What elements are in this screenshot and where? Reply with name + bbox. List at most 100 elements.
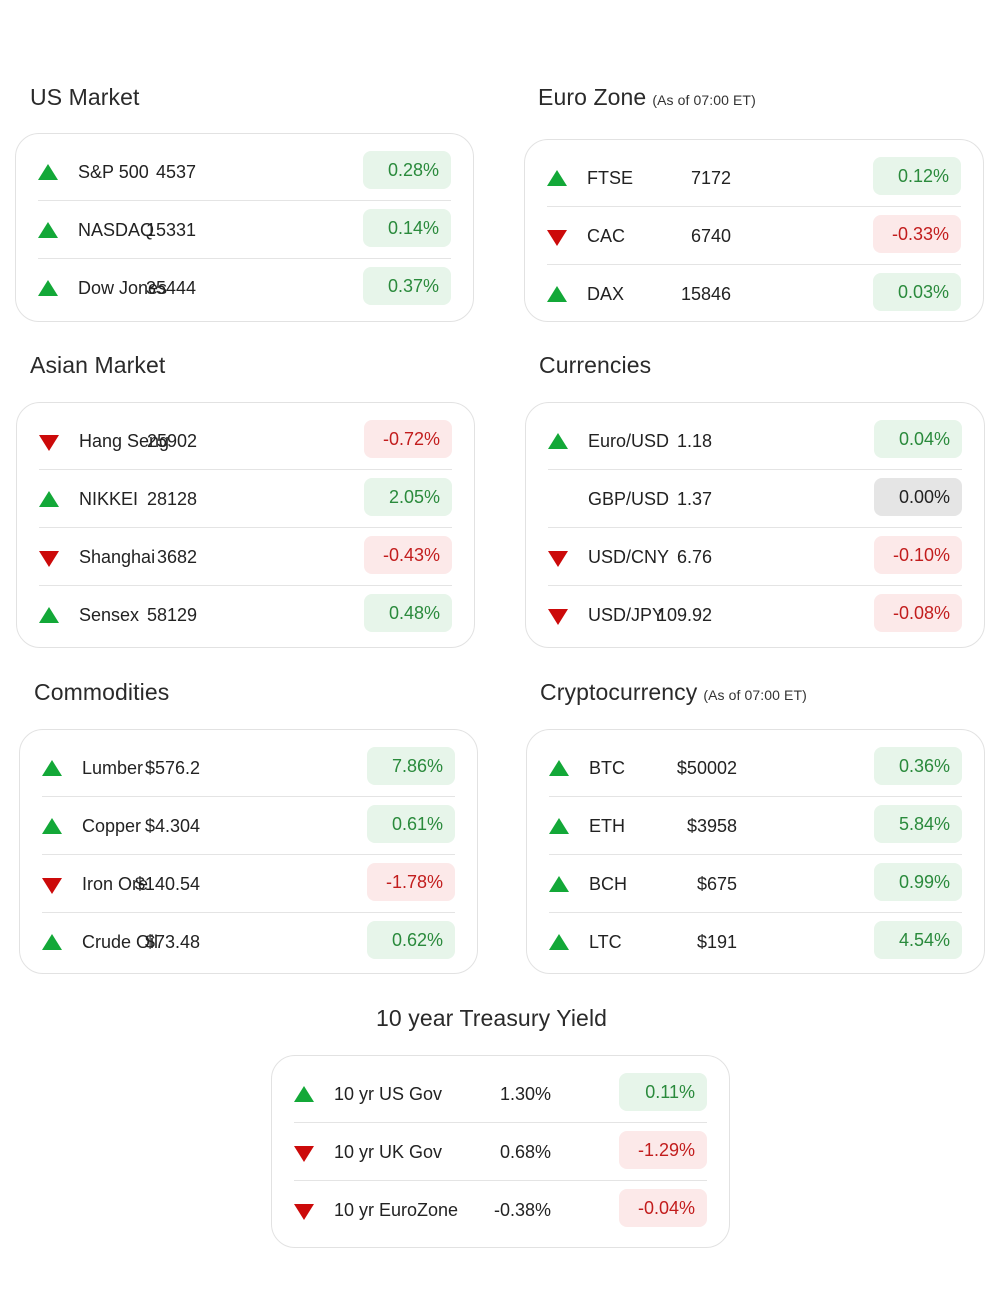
- instrument-value: 25902: [146, 431, 197, 451]
- arrow-up-icon: [38, 164, 58, 180]
- change-badge: 0.14%: [363, 209, 451, 247]
- instrument-name: GBP/USD: [588, 489, 670, 509]
- list-item[interactable]: 10 yr EuroZone -0.38% -0.04%: [294, 1181, 707, 1239]
- instrument-value: 6740: [690, 226, 731, 246]
- list-item[interactable]: Sensex 58129 0.48%: [39, 586, 452, 644]
- list-item[interactable]: FTSE 7172 0.12%: [547, 149, 961, 207]
- change-badge: -0.10%: [874, 536, 962, 574]
- treasury-card: 10 yr US Gov 1.30% 0.11% 10 yr UK Gov 0.68% -…: [271, 1055, 730, 1248]
- instrument-value: 15846: [680, 284, 731, 304]
- change-badge: 7.86%: [367, 747, 455, 785]
- instrument-name: 10 yr US Gov: [334, 1084, 443, 1104]
- arrow-up-icon: [39, 491, 59, 507]
- arrow-up-icon: [549, 760, 569, 776]
- list-item[interactable]: GBP/USD 1.37 0.00%: [548, 470, 962, 528]
- instrument-name: USD/CNY: [588, 547, 670, 567]
- list-item[interactable]: Euro/USD 1.18 0.04%: [548, 412, 962, 470]
- change-badge: -0.33%: [873, 215, 961, 253]
- arrow-down-icon: [548, 551, 568, 567]
- instrument-value: 15331: [145, 220, 196, 240]
- instrument-value: 35444: [145, 278, 196, 298]
- instrument-name: Lumber: [82, 758, 144, 778]
- commodities-card: Lumber $576.2 7.86% Copper $4.304 0.61% Iron O…: [19, 729, 478, 974]
- commodities-title: Commodities: [34, 679, 170, 705]
- list-item[interactable]: CAC 6740 -0.33%: [547, 207, 961, 265]
- euro-zone-note: (As of 07:00 ET): [652, 92, 756, 108]
- arrow-up-icon: [549, 818, 569, 834]
- list-item[interactable]: Hang Seng 25902 -0.72%: [39, 412, 452, 470]
- instrument-value: $191: [696, 932, 737, 952]
- arrow-up-icon: [42, 760, 62, 776]
- instrument-name: Shanghai: [79, 547, 156, 567]
- arrow-down-icon: [547, 230, 567, 246]
- euro-zone-card: FTSE 7172 0.12% CAC 6740 -0.33% DAX 15846 0.03%: [524, 139, 984, 322]
- instrument-name: FTSE: [587, 168, 634, 188]
- us-market-card: S&P 500 4537 0.28% NASDAQ 15331 0.14% Dow Jone…: [15, 133, 474, 322]
- arrow-up-icon: [294, 1086, 314, 1102]
- instrument-name: DAX: [587, 284, 625, 304]
- arrow-down-icon: [42, 878, 62, 894]
- instrument-name: 10 yr UK Gov: [334, 1142, 443, 1162]
- list-item[interactable]: USD/JPY 109.92 -0.08%: [548, 586, 962, 644]
- list-item[interactable]: Crude Oil $73.48 0.62%: [42, 913, 455, 971]
- list-item[interactable]: Copper $4.304 0.61%: [42, 797, 455, 855]
- currencies-title: Currencies: [539, 352, 652, 378]
- arrow-up-icon: [42, 934, 62, 950]
- arrow-up-icon: [548, 433, 568, 449]
- change-badge: 0.99%: [874, 863, 962, 901]
- instrument-name: Sensex: [79, 605, 140, 625]
- list-item[interactable]: USD/CNY 6.76 -0.10%: [548, 528, 962, 586]
- change-badge: 5.84%: [874, 805, 962, 843]
- arrow-down-icon: [294, 1204, 314, 1220]
- list-item[interactable]: S&P 500 4537 0.28%: [38, 143, 451, 201]
- list-item[interactable]: Iron Ore $140.54 -1.78%: [42, 855, 455, 913]
- instrument-value: $140.54: [134, 874, 200, 894]
- arrow-down-icon: [294, 1146, 314, 1162]
- instrument-name: S&P 500: [78, 162, 149, 182]
- currencies-card: Euro/USD 1.18 0.04% GBP/USD 1.37 0.00% USD/CNY…: [525, 402, 985, 648]
- asian-market-title: Asian Market: [30, 352, 166, 378]
- change-badge: 0.12%: [873, 157, 961, 195]
- change-badge: 0.28%: [363, 151, 451, 189]
- list-item[interactable]: NASDAQ 15331 0.14%: [38, 201, 451, 259]
- instrument-value: 1.37: [676, 489, 712, 509]
- change-badge: 0.00%: [874, 478, 962, 516]
- instrument-name: Copper: [82, 816, 142, 836]
- arrow-up-icon: [549, 876, 569, 892]
- list-item[interactable]: Dow Jones 35444 0.37%: [38, 259, 451, 317]
- arrow-up-icon: [42, 818, 62, 834]
- instrument-value: -0.38%: [493, 1200, 551, 1220]
- change-badge: 2.05%: [364, 478, 452, 516]
- instrument-value: 0.68%: [499, 1142, 551, 1162]
- list-item[interactable]: 10 yr UK Gov 0.68% -1.29%: [294, 1123, 707, 1181]
- list-item[interactable]: ETH $3958 5.84%: [549, 797, 962, 855]
- instrument-value: 4537: [155, 162, 196, 182]
- list-item[interactable]: Lumber $576.2 7.86%: [42, 739, 455, 797]
- instrument-name: ETH: [589, 816, 625, 836]
- list-item[interactable]: NIKKEI 28128 2.05%: [39, 470, 452, 528]
- list-item[interactable]: Shanghai 3682 -0.43%: [39, 528, 452, 586]
- instrument-value: 1.18: [676, 431, 712, 451]
- instrument-name: Crude Oil: [82, 932, 159, 952]
- list-item[interactable]: BCH $675 0.99%: [549, 855, 962, 913]
- list-item[interactable]: LTC $191 4.54%: [549, 913, 962, 971]
- change-badge: 0.62%: [367, 921, 455, 959]
- instrument-value: 1.30%: [499, 1084, 551, 1104]
- list-item[interactable]: BTC $50002 0.36%: [549, 739, 962, 797]
- change-badge: 0.48%: [364, 594, 452, 632]
- instrument-value: $50002: [676, 758, 737, 778]
- list-item[interactable]: DAX 15846 0.03%: [547, 265, 961, 323]
- instrument-value: 7172: [690, 168, 731, 188]
- cryptocurrency-note: (As of 07:00 ET): [703, 687, 807, 703]
- instrument-name: NASDAQ: [78, 220, 155, 240]
- instrument-name: CAC: [587, 226, 626, 246]
- instrument-value: $675: [696, 874, 737, 894]
- instrument-name: Hang Seng: [79, 431, 170, 451]
- instrument-name: BTC: [589, 758, 625, 778]
- instrument-name: USD/JPY: [588, 605, 665, 625]
- instrument-value: $4.304: [144, 816, 200, 836]
- change-badge: -0.04%: [619, 1189, 707, 1227]
- treasury-title: 10 year Treasury Yield: [376, 1005, 608, 1031]
- change-badge: 0.37%: [363, 267, 451, 305]
- list-item[interactable]: 10 yr US Gov 1.30% 0.11%: [294, 1065, 707, 1123]
